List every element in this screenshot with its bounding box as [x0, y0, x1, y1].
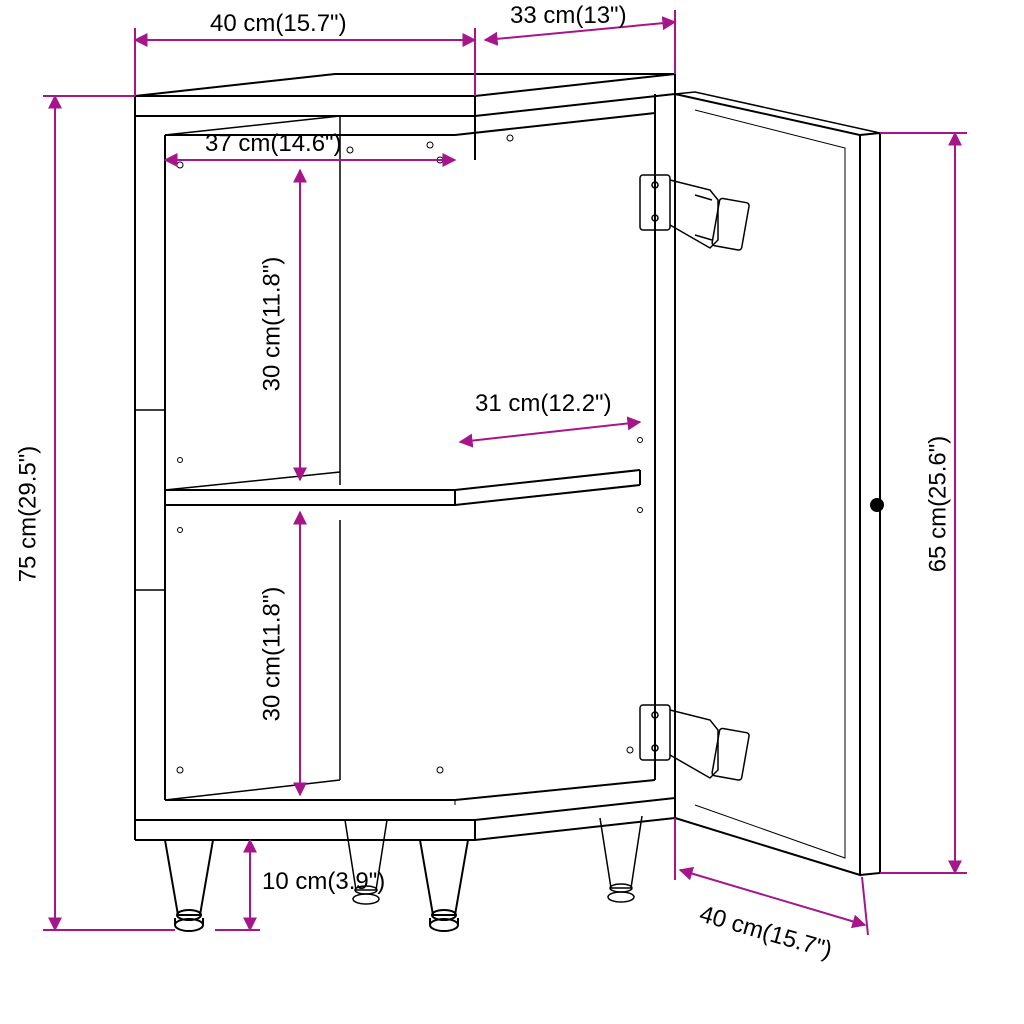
- dim-inner-depth: 31 cm(12.2"): [475, 390, 612, 418]
- dim-inner-width: 37 cm(14.6"): [205, 130, 342, 158]
- dim-depth-top: 33 cm(13"): [510, 2, 627, 30]
- cabinet-diagram: [0, 0, 1024, 1024]
- dim-leg-h: 10 cm(3.9"): [262, 868, 385, 896]
- dim-width-top: 40 cm(15.7"): [210, 10, 347, 38]
- dim-lower-h: 30 cm(11.8"): [258, 587, 286, 722]
- dim-upper-h: 30 cm(11.8"): [258, 257, 286, 392]
- dim-total-h: 75 cm(29.5"): [14, 446, 42, 583]
- dim-door-h: 65 cm(25.6"): [924, 436, 952, 573]
